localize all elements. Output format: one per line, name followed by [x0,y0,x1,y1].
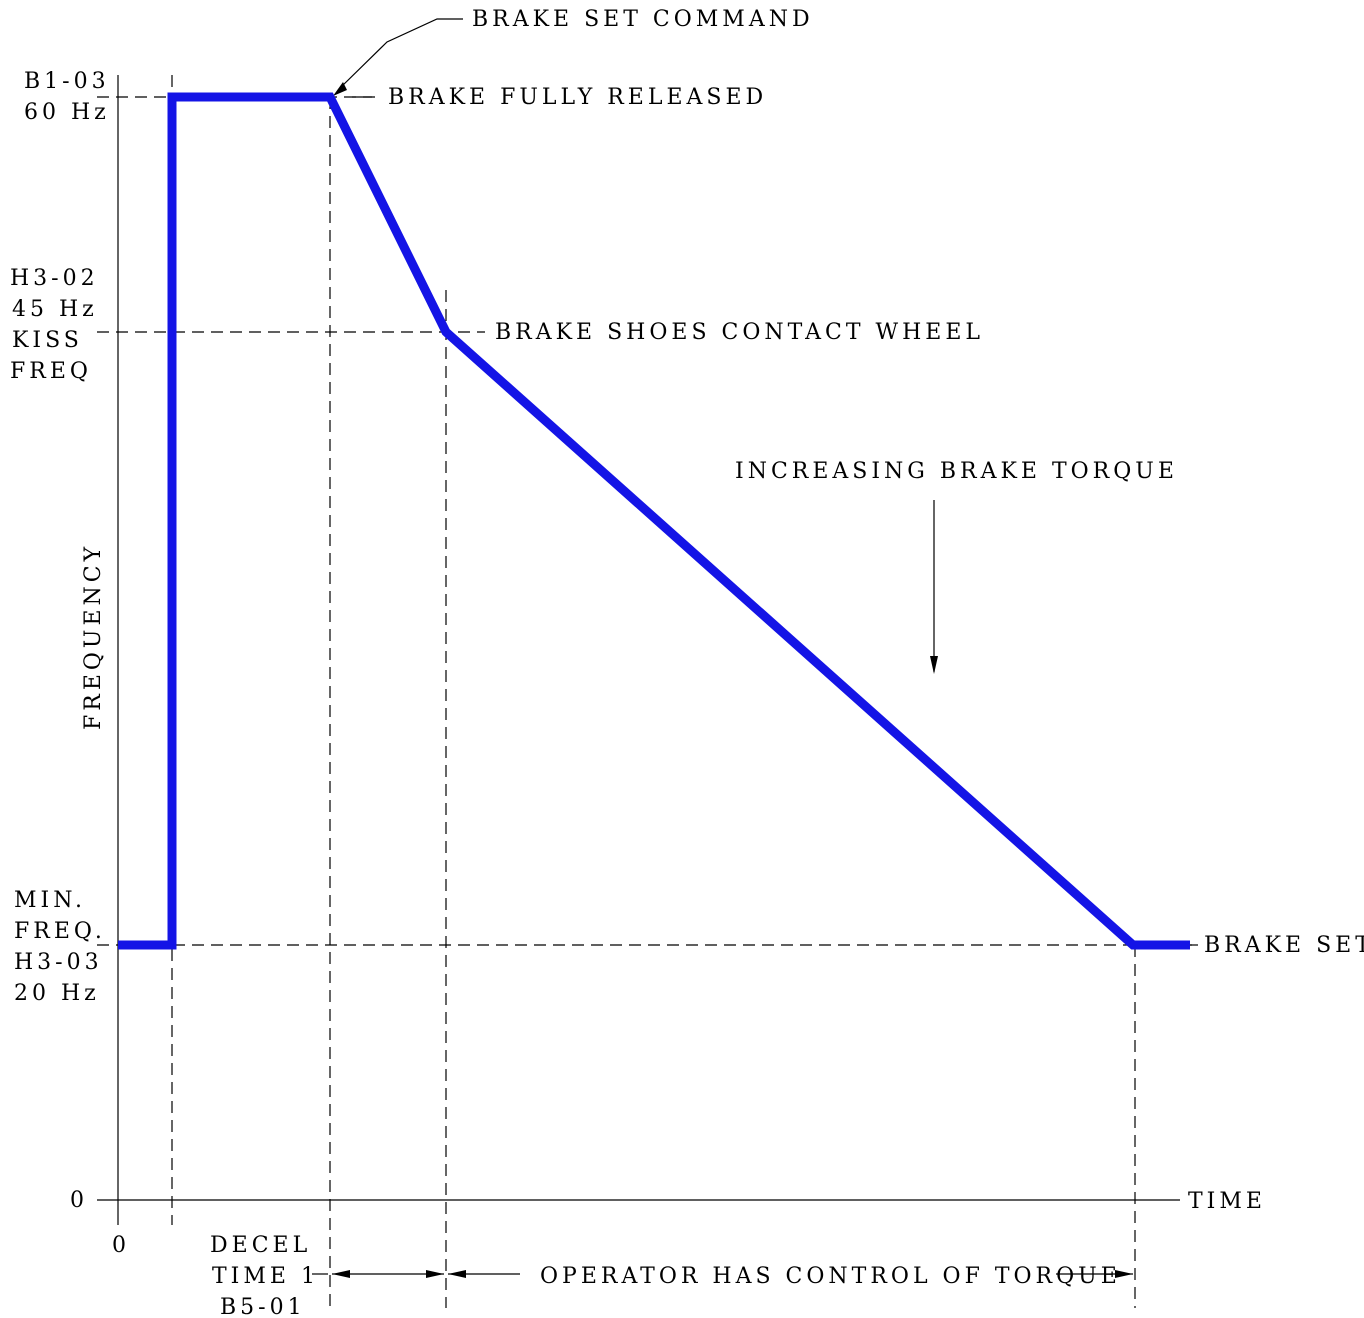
y-level-b1-03-line1: B1-03 [24,69,110,94]
leader-brake-set-command [337,18,463,91]
y-level-min-line1: MIN. [14,888,86,913]
y-level-h3-02-line2: 45 Hz [12,297,98,322]
decel-label-line3: B5-01 [220,1295,306,1318]
label-brake-set: BRAKE SET [1204,933,1364,958]
y-level-h3-02-line4: FREQ [10,359,92,384]
decel-label-line1: DECEL [210,1233,311,1258]
label-brake-shoes-contact-wheel: BRAKE SHOES CONTACT WHEEL [495,320,984,345]
origin-y-label: 0 [70,1188,88,1213]
torque-arrowhead [930,656,938,674]
leader-arrowhead [333,82,347,96]
decel-dim-head-left [332,1270,350,1278]
y-level-min-line4: 20 Hz [14,981,100,1006]
y-level-min-line2: FREQ. [14,919,106,944]
y-level-min-line3: H3-03 [14,950,103,975]
y-level-b1-03-line2: 60 Hz [24,100,110,125]
x-axis-label: TIME [1188,1189,1266,1214]
y-level-h3-02-line3: KISS [12,328,83,353]
origin-x-label: 0 [112,1233,130,1258]
operator-dim-head-left [448,1270,466,1278]
y-axis-label: FREQUENCY [81,543,106,730]
label-increasing-brake-torque: INCREASING BRAKE TORQUE [735,459,1178,484]
frequency-curve [118,92,1190,950]
operator-dim-head-right [1115,1270,1133,1278]
operator-control-label: OPERATOR HAS CONTROL OF TORQUE [540,1264,1121,1289]
decel-label-line2: TIME 1 [212,1264,319,1289]
y-level-h3-02-line1: H3-02 [10,266,99,291]
label-brake-fully-released: BRAKE FULLY RELEASED [388,85,767,110]
label-brake-set-command: BRAKE SET COMMAND [472,7,814,32]
decel-dim-head-right [426,1270,444,1278]
